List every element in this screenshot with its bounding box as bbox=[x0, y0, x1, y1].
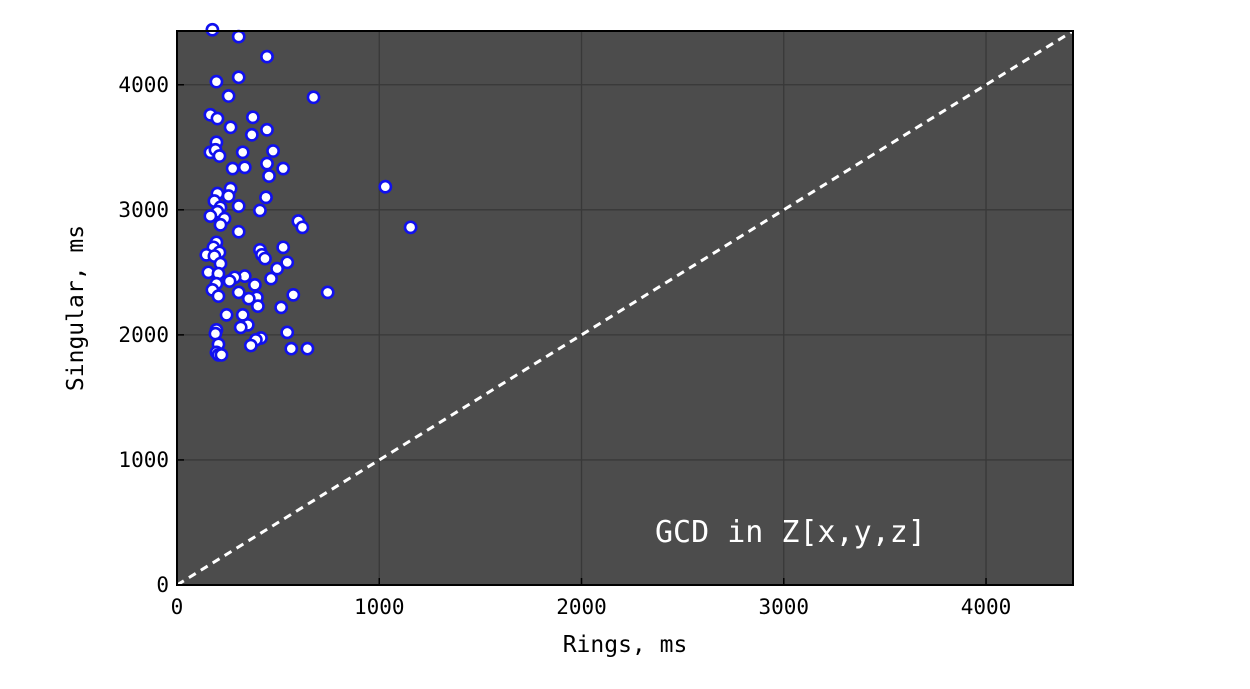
data-point bbox=[378, 179, 393, 194]
data-point bbox=[231, 29, 246, 44]
data-point bbox=[222, 274, 237, 289]
data-point bbox=[276, 161, 291, 176]
data-point bbox=[221, 89, 236, 103]
data-point bbox=[270, 261, 285, 276]
y-tick-label: 1000 bbox=[118, 448, 169, 472]
data-point bbox=[260, 49, 274, 64]
x-tick-label: 1000 bbox=[354, 595, 405, 619]
data-point bbox=[235, 145, 250, 160]
data-point bbox=[245, 110, 260, 125]
y-tick-label: 3000 bbox=[118, 198, 169, 222]
data-point bbox=[260, 122, 274, 137]
data-point bbox=[231, 70, 246, 85]
data-point bbox=[306, 90, 321, 105]
data-point bbox=[247, 277, 262, 292]
y-tick-label: 4000 bbox=[118, 73, 169, 97]
data-point bbox=[214, 347, 229, 362]
data-point bbox=[223, 120, 238, 135]
chart-annotation: GCD in Z[x,y,z] bbox=[655, 515, 926, 550]
data-point bbox=[253, 203, 267, 218]
data-point bbox=[403, 220, 418, 235]
data-point bbox=[286, 287, 301, 302]
data-point bbox=[258, 251, 272, 266]
y-axis-ticks: 0 1000 2000 3000 4000 bbox=[118, 73, 184, 597]
reference-line-y-equals-x bbox=[176, 29, 1074, 587]
data-point bbox=[233, 320, 248, 335]
y-axis-label: Singular, ms bbox=[63, 225, 89, 391]
data-point bbox=[262, 169, 276, 183]
data-point bbox=[251, 299, 265, 314]
data-point bbox=[231, 199, 246, 213]
data-point bbox=[212, 149, 227, 163]
x-tick-label: 4000 bbox=[961, 595, 1012, 619]
data-point bbox=[237, 160, 252, 175]
data-point bbox=[295, 220, 310, 235]
data-point bbox=[284, 341, 299, 356]
plot-frame bbox=[176, 30, 1074, 586]
y-tick-label: 2000 bbox=[118, 323, 169, 347]
data-point bbox=[320, 285, 335, 300]
x-tick-label: 3000 bbox=[758, 595, 809, 619]
data-point bbox=[280, 255, 295, 270]
data-point bbox=[211, 289, 226, 304]
data-point bbox=[210, 111, 225, 126]
data-point bbox=[300, 341, 315, 356]
data-point bbox=[203, 209, 218, 223]
x-axis-label: Rings, ms bbox=[563, 632, 688, 658]
data-point bbox=[241, 291, 256, 306]
data-point bbox=[259, 190, 273, 205]
data-point bbox=[231, 224, 246, 239]
data-point bbox=[209, 74, 224, 89]
data-point bbox=[260, 156, 274, 171]
y-tick-label: 0 bbox=[156, 573, 169, 597]
x-axis-ticks: 0 1000 2000 3000 4000 bbox=[171, 578, 1012, 619]
data-point bbox=[231, 285, 246, 300]
x-tick-label: 2000 bbox=[556, 595, 607, 619]
data-point bbox=[221, 189, 236, 203]
data-point bbox=[280, 325, 295, 340]
data-point bbox=[244, 127, 259, 142]
data-point bbox=[264, 271, 278, 286]
data-points bbox=[199, 22, 418, 362]
data-point bbox=[243, 338, 258, 353]
data-point bbox=[213, 217, 228, 232]
data-point bbox=[266, 144, 280, 158]
data-point bbox=[225, 161, 240, 176]
data-point bbox=[219, 307, 234, 322]
x-tick-label: 0 bbox=[171, 595, 184, 619]
data-point bbox=[205, 22, 220, 37]
data-point bbox=[274, 300, 289, 315]
data-point bbox=[276, 240, 291, 255]
